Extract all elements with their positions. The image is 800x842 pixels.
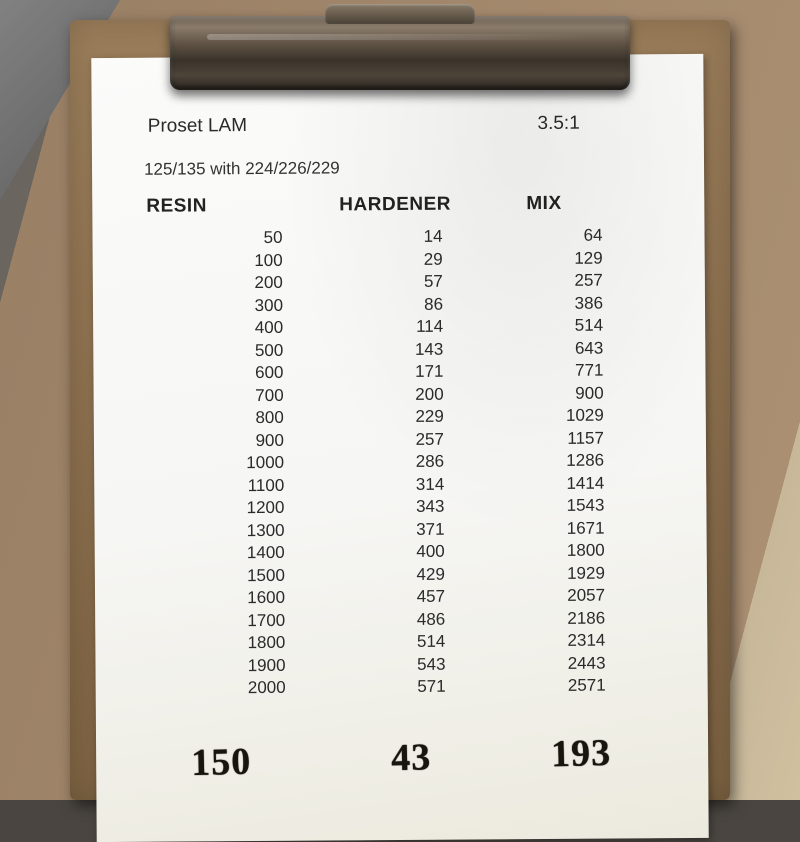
table-cell: 2571 bbox=[486, 675, 616, 698]
table-cell: 514 bbox=[315, 630, 485, 654]
table-cell: 1000 bbox=[144, 452, 314, 476]
table-cell: 64 bbox=[482, 225, 612, 248]
header-row: Proset LAM 3.5:1 bbox=[142, 112, 654, 138]
table-cell: 386 bbox=[483, 292, 613, 315]
table-cell: 371 bbox=[314, 518, 484, 542]
clipboard-clip bbox=[170, 16, 630, 90]
table-cell: 229 bbox=[314, 405, 484, 429]
table-cell: 1671 bbox=[484, 517, 614, 540]
table-cell: 200 bbox=[314, 383, 484, 407]
table-cell: 300 bbox=[143, 294, 313, 318]
table-cell: 314 bbox=[314, 473, 484, 497]
table-cell: 1600 bbox=[145, 587, 315, 611]
mix-ratio: 3.5:1 bbox=[537, 112, 635, 135]
table-cell: 400 bbox=[143, 317, 313, 341]
table-cell: 100 bbox=[143, 249, 313, 273]
table-cell: 800 bbox=[144, 407, 314, 431]
table-cell: 257 bbox=[483, 270, 613, 293]
table-cell: 486 bbox=[315, 608, 485, 632]
table-cell: 86 bbox=[313, 293, 483, 317]
table-cell: 129 bbox=[483, 247, 613, 270]
table-cell: 771 bbox=[483, 360, 613, 383]
table-cell: 1400 bbox=[145, 542, 315, 566]
table-cell: 1300 bbox=[144, 519, 314, 543]
data-table-body: 5014641002912920057257300863864001145145… bbox=[142, 224, 657, 700]
table-cell: 600 bbox=[143, 362, 313, 386]
table-cell: 286 bbox=[314, 450, 484, 474]
work-surface: Proset LAM 3.5:1 125/135 with 224/226/22… bbox=[0, 0, 800, 800]
handwritten-resin: 150 bbox=[96, 738, 327, 788]
handwritten-hardener: 43 bbox=[326, 734, 497, 782]
table-cell: 2443 bbox=[485, 652, 615, 675]
handwritten-row: 150 43 193 bbox=[96, 729, 709, 788]
table-cell: 50 bbox=[142, 227, 312, 251]
table-cell: 1286 bbox=[484, 450, 614, 473]
table-cell: 343 bbox=[314, 495, 484, 519]
table-cell: 143 bbox=[313, 338, 483, 362]
table-cell: 500 bbox=[143, 339, 313, 363]
table-cell: 1414 bbox=[484, 472, 614, 495]
table-cell: 1157 bbox=[484, 427, 614, 450]
table-cell: 200 bbox=[143, 272, 313, 296]
table-cell: 900 bbox=[144, 429, 314, 453]
table-cell: 700 bbox=[144, 384, 314, 408]
table-cell: 171 bbox=[313, 360, 483, 384]
table-cell: 457 bbox=[315, 585, 485, 609]
table-cell: 1500 bbox=[145, 564, 315, 588]
table-cell: 114 bbox=[313, 315, 483, 339]
col-header-hardener: HARDENER bbox=[339, 193, 526, 216]
clipboard: Proset LAM 3.5:1 125/135 with 224/226/22… bbox=[70, 20, 730, 800]
product-subtitle: 125/135 with 224/226/229 bbox=[142, 156, 654, 180]
table-cell: 571 bbox=[316, 675, 486, 699]
col-header-resin: RESIN bbox=[142, 194, 339, 217]
table-cell: 14 bbox=[312, 225, 482, 249]
table-cell: 643 bbox=[483, 337, 613, 360]
table-cell: 1800 bbox=[145, 632, 315, 656]
table-cell: 1029 bbox=[484, 405, 614, 428]
table-cell: 1200 bbox=[144, 497, 314, 521]
table-cell: 2057 bbox=[485, 585, 615, 608]
handwritten-mix: 193 bbox=[496, 730, 667, 778]
table-cell: 29 bbox=[313, 248, 483, 272]
column-headers: RESIN HARDENER MIX bbox=[142, 192, 654, 218]
paper-sheet: Proset LAM 3.5:1 125/135 with 224/226/22… bbox=[91, 54, 708, 842]
table-cell: 1543 bbox=[484, 495, 614, 518]
table-cell: 429 bbox=[315, 563, 485, 587]
table-cell: 1700 bbox=[145, 609, 315, 633]
table-cell: 57 bbox=[313, 270, 483, 294]
table-cell: 900 bbox=[484, 382, 614, 405]
table-cell: 1800 bbox=[485, 540, 615, 563]
table-cell: 1929 bbox=[485, 562, 615, 585]
table-cell: 514 bbox=[483, 315, 613, 338]
table-cell: 257 bbox=[314, 428, 484, 452]
table-row: 20005712571 bbox=[146, 674, 658, 700]
table-cell: 543 bbox=[315, 653, 485, 677]
col-header-mix: MIX bbox=[526, 192, 654, 215]
table-cell: 1100 bbox=[144, 474, 314, 498]
table-cell: 2314 bbox=[485, 630, 615, 653]
product-title: Proset LAM bbox=[148, 115, 247, 138]
table-cell: 2000 bbox=[146, 677, 316, 701]
table-cell: 2186 bbox=[485, 607, 615, 630]
table-cell: 400 bbox=[315, 540, 485, 564]
table-cell: 1900 bbox=[145, 654, 315, 678]
